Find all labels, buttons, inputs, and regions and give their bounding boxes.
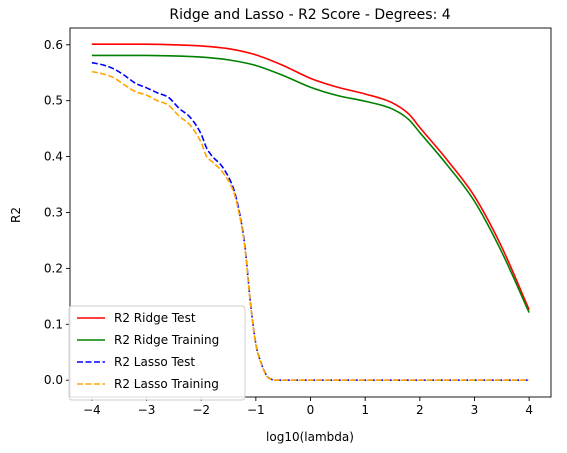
axes-layer: −4 −3 −2 −1 0 1 2 3 4 0.0 0.1 0.2 0.3 0.4 0.5 0.6 <box>44 27 552 417</box>
legend-label-3: R2 Lasso Training <box>114 377 219 391</box>
legend-label-1: R2 Ridge Training <box>114 333 219 347</box>
legend-label-2: R2 Lasso Test <box>114 355 195 369</box>
x-tick-label-6: 2 <box>416 403 424 417</box>
y-tick-label-3: 0.3 <box>44 206 63 220</box>
series-line-3 <box>91 70 530 382</box>
x-tick-label-0: −4 <box>83 403 101 417</box>
x-tick-label-2: −2 <box>192 403 210 417</box>
y-tick-label-4: 0.4 <box>44 150 63 164</box>
x-tick-label-1: −3 <box>138 403 156 417</box>
y-tick-label-6: 0.6 <box>44 38 63 52</box>
y-tick-label-2: 0.2 <box>44 261 63 275</box>
x-tick-label-7: 3 <box>471 403 479 417</box>
legend: R2 Ridge Test R2 Ridge Training R2 Lasso T… <box>68 305 246 401</box>
chart-title: Ridge and Lasso - R2 Score - Degrees: 4 <box>169 7 450 23</box>
y-tick-label-5: 0.5 <box>44 94 63 108</box>
y-axis-label: R2 <box>9 207 23 223</box>
x-axis-label: log10(lambda) <box>266 430 354 444</box>
series-line-2 <box>91 61 530 382</box>
series-line-1 <box>91 54 530 313</box>
x-tick-label-3: −1 <box>247 403 265 417</box>
x-tick-label-5: 1 <box>361 403 369 417</box>
x-tick-label-8: 4 <box>525 403 533 417</box>
y-tick-label-0: 0.0 <box>44 373 63 387</box>
y-tick-label-1: 0.1 <box>44 317 63 331</box>
series-line-0 <box>91 43 530 311</box>
legend-box <box>68 305 246 401</box>
legend-label-0: R2 Ridge Test <box>114 311 196 325</box>
series-layer <box>91 43 530 382</box>
x-tick-label-4: 0 <box>307 403 315 417</box>
